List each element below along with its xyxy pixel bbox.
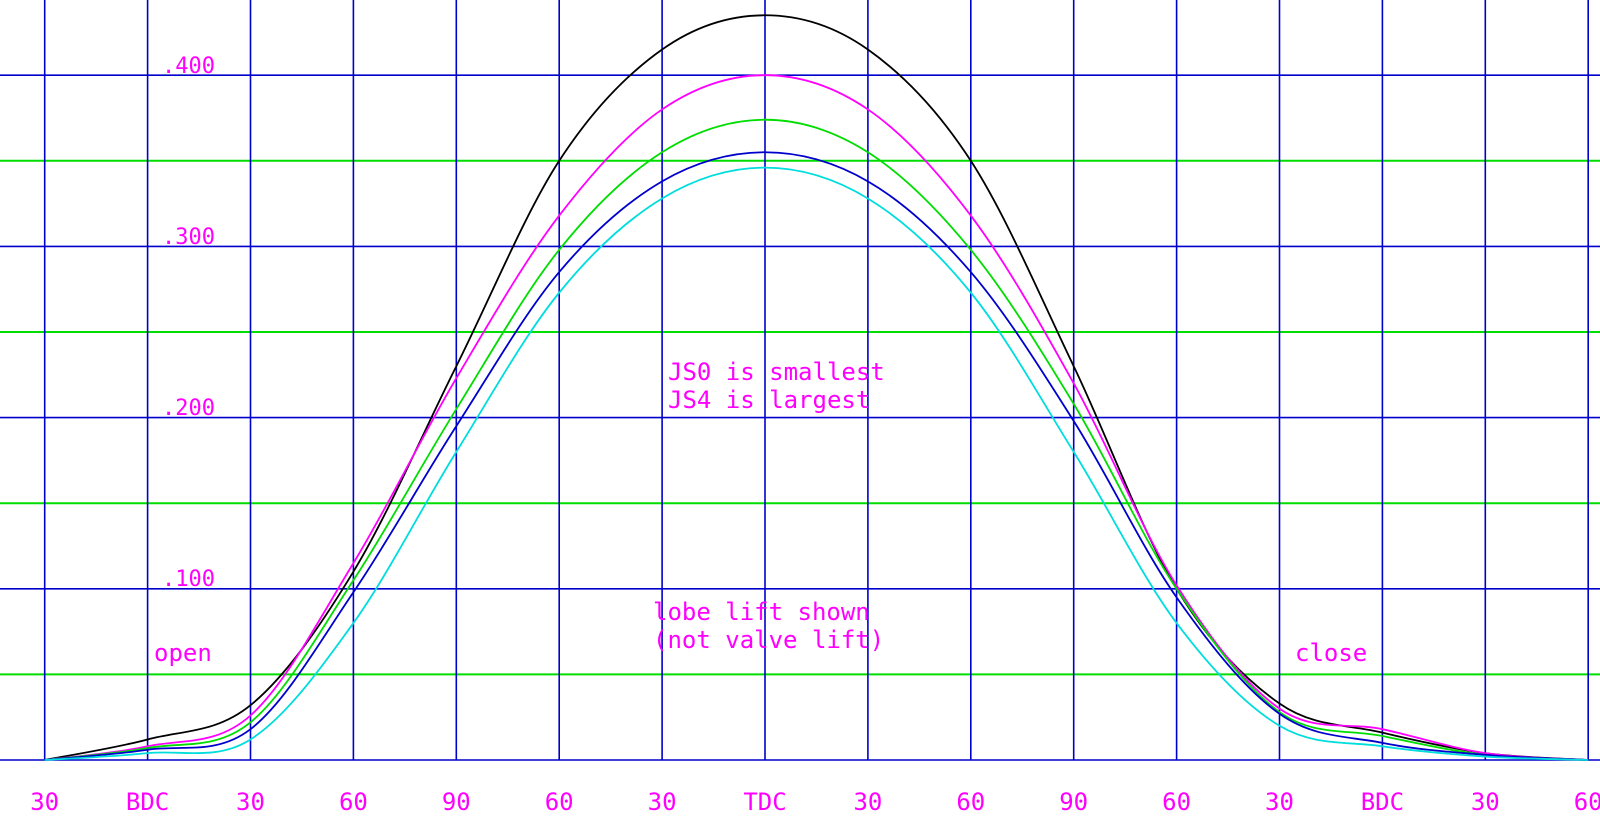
- lift-curve-0: [44, 14, 1589, 761]
- x-tick-label: 30: [648, 788, 677, 816]
- x-tick-label: 60: [1574, 788, 1600, 816]
- y-tick-label-100: .100: [162, 567, 215, 592]
- lift-curve-1: [44, 74, 1589, 761]
- lift-curves: [44, 14, 1589, 761]
- grid: [0, 0, 1600, 761]
- x-tick-label: 90: [1059, 788, 1088, 816]
- x-tick-label: 30: [1265, 788, 1294, 816]
- lift-curve-3: [44, 151, 1589, 761]
- lift-note-line-2: (not valve lift): [653, 626, 884, 654]
- y-tick-label-200: .200: [162, 396, 215, 421]
- lift-curve-4: [44, 166, 1589, 761]
- js-note-line-1: JS0 is smallest: [668, 358, 885, 386]
- x-tick-label: 60: [339, 788, 368, 816]
- close-label: close: [1295, 639, 1367, 667]
- x-tick-label: 30: [853, 788, 882, 816]
- x-tick-label: 60: [545, 788, 574, 816]
- x-tick-label: 60: [956, 788, 985, 816]
- x-tick-label: BDC: [1361, 788, 1404, 816]
- lift-note-line-1: lobe lift shown: [653, 598, 870, 626]
- y-tick-label-400: .400: [162, 54, 215, 79]
- x-tick-label: 60: [1162, 788, 1191, 816]
- x-tick-label: 30: [1471, 788, 1500, 816]
- y-tick-label-300: .300: [162, 225, 215, 250]
- axis-labels: 30 BDC 30 60 90 60 30 TDC 30 60 90 60 30 BDC 30 60: [30, 788, 1600, 816]
- x-tick-label: TDC: [743, 788, 786, 816]
- open-label: open: [154, 639, 212, 667]
- x-tick-label: 30: [30, 788, 59, 816]
- js-note-line-2: JS4 is largest: [668, 386, 870, 414]
- lift-curve-2: [44, 118, 1589, 761]
- x-tick-label: 30: [236, 788, 265, 816]
- x-tick-label: BDC: [126, 788, 169, 816]
- x-tick-label: 90: [442, 788, 471, 816]
